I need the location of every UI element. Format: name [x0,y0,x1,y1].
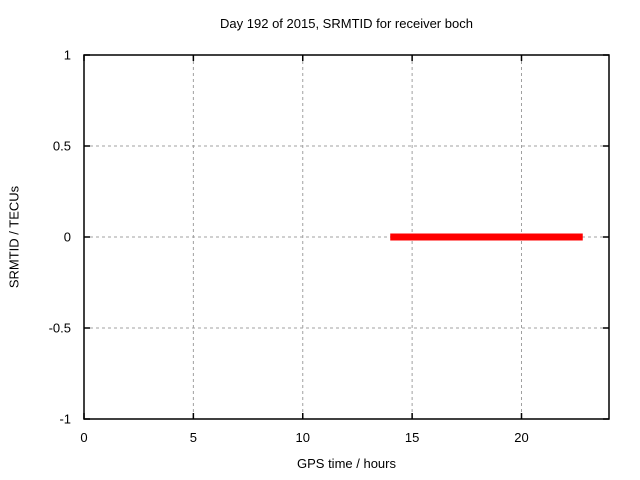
x-axis-title: GPS time / hours [297,456,396,471]
chart-title: Day 192 of 2015, SRMTID for receiver boc… [220,16,473,31]
y-tick-label: 1 [64,48,71,63]
x-tick-label: 0 [80,430,87,445]
x-tick-label: 15 [405,430,419,445]
y-tick-label: 0 [64,230,71,245]
y-tick-label: -1 [59,412,71,427]
y-axis-title: SRMTID / TECUs [6,185,22,289]
y-tick-label: 0.5 [53,139,71,154]
x-tick-label: 5 [190,430,197,445]
x-tick-label: 10 [296,430,310,445]
y-tick-label: -0.5 [49,321,71,336]
x-tick-label: 20 [514,430,528,445]
